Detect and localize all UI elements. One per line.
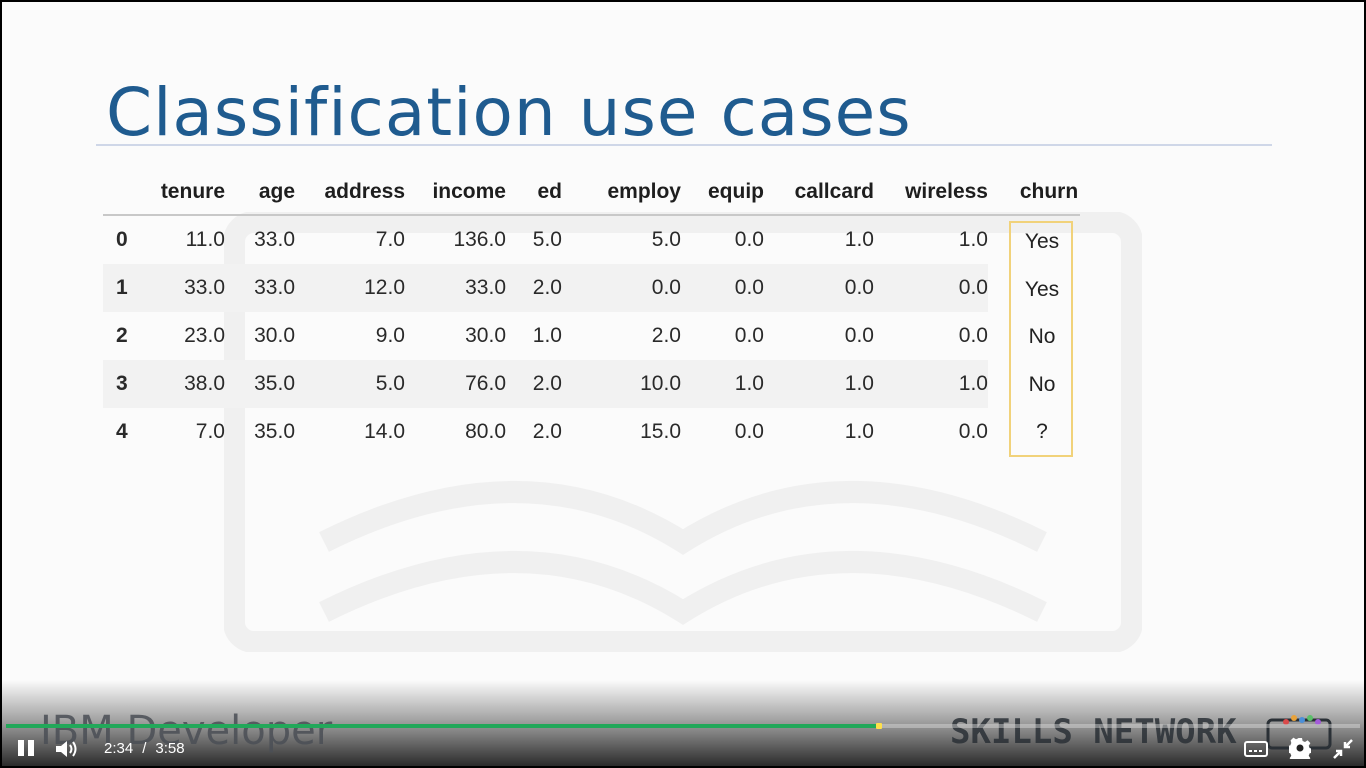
table-cell: 1.0 (874, 360, 988, 408)
churn-value: No (1028, 373, 1056, 396)
column-header: employ (607, 180, 681, 203)
seek-bar[interactable] (6, 723, 1360, 729)
table-cell: 1.0 (958, 228, 988, 251)
table-cell: 33.0 (254, 228, 295, 251)
churn-column-header: churn (1019, 180, 1079, 203)
column-header: income (432, 180, 506, 203)
table-cell: 2.0 (651, 324, 681, 347)
seek-bar-played (6, 724, 880, 728)
table-cell: 0.0 (764, 264, 874, 312)
column-header: equip (708, 180, 764, 203)
table-row: 1 33.0 33.0 12.0 33.0 2.0 0.0 0.0 0.0 0.… (103, 264, 1080, 312)
table-cell: 5.0 (295, 360, 405, 408)
table-cell: 33.0 (145, 264, 225, 312)
volume-icon[interactable] (54, 738, 80, 760)
table-cell: 9.0 (375, 324, 405, 347)
index-header (103, 170, 145, 215)
churn-value: Yes (1024, 230, 1060, 253)
table-cell: 5.0 (532, 228, 562, 251)
table-cell: 2.0 (506, 360, 562, 408)
table-cell: 14.0 (364, 420, 405, 443)
table-cell: 7.0 (195, 420, 225, 443)
row-index: 0 (116, 228, 128, 251)
table-cell: 0.0 (958, 324, 988, 347)
column-header: callcard (794, 180, 874, 203)
table-cell: 0.0 (734, 228, 764, 251)
column-header: age (258, 180, 295, 203)
table-cell: 33.0 (405, 264, 506, 312)
table-cell: 1.0 (681, 360, 764, 408)
skills-network-logo: SKILLS NETWORK (950, 712, 1237, 752)
table-row: 0 11.0 33.0 7.0 136.0 5.0 5.0 0.0 1.0 1.… (103, 215, 1080, 264)
table-cell: 2.0 (506, 264, 562, 312)
table-cell: 136.0 (453, 228, 506, 251)
slide-title: Classification use cases (106, 74, 912, 151)
table-cell: 35.0 (254, 420, 295, 443)
table-cell: 1.0 (764, 360, 874, 408)
current-time: 2:34 (104, 740, 134, 757)
table-cell: 38.0 (145, 360, 225, 408)
table-row: 3 38.0 35.0 5.0 76.0 2.0 10.0 1.0 1.0 1.… (103, 360, 1080, 408)
table-cell: 0.0 (958, 420, 988, 443)
table-cell: 0.0 (734, 324, 764, 347)
table-cell: 30.0 (465, 324, 506, 347)
table-cell: 0.0 (681, 264, 764, 312)
table-cell: 10.0 (562, 360, 681, 408)
churn-value: No (1028, 325, 1056, 348)
table-row: 2 23.0 30.0 9.0 30.0 1.0 2.0 0.0 0.0 0.0 (103, 312, 1080, 360)
time-display: 2:34 / 3:58 (104, 740, 185, 757)
column-header: tenure (160, 180, 225, 203)
seek-handle[interactable] (876, 723, 883, 729)
gear-icon[interactable] (1289, 737, 1311, 759)
table-cell: 30.0 (254, 324, 295, 347)
table-cell: 1.0 (844, 420, 874, 443)
exit-fullscreen-icon[interactable] (1332, 738, 1354, 760)
table-cell: 1.0 (532, 324, 562, 347)
churn-value: Yes (1024, 278, 1060, 301)
table-cell: 23.0 (184, 324, 225, 347)
row-index: 2 (116, 324, 128, 347)
table-cell: 1.0 (844, 228, 874, 251)
churn-highlight-box (1009, 221, 1073, 457)
pause-button[interactable] (16, 740, 36, 758)
table-cell: 33.0 (225, 264, 295, 312)
captions-icon[interactable] (1244, 740, 1268, 758)
row-index: 4 (116, 420, 128, 443)
column-header: wireless (905, 180, 988, 203)
table-cell: 0.0 (844, 324, 874, 347)
table-cell: 2.0 (532, 420, 562, 443)
row-index: 1 (103, 264, 145, 312)
table-cell: 0.0 (734, 420, 764, 443)
table-cell: 7.0 (375, 228, 405, 251)
table-cell: 0.0 (562, 264, 681, 312)
table-cell: 5.0 (651, 228, 681, 251)
data-table: tenure age address income ed employ equi… (103, 170, 1080, 456)
table-row: 4 7.0 35.0 14.0 80.0 2.0 15.0 0.0 1.0 0.… (103, 408, 1080, 456)
table-header-row: tenure age address income ed employ equi… (103, 170, 1080, 215)
table-cell: 0.0 (874, 264, 988, 312)
table-cell: 12.0 (295, 264, 405, 312)
title-divider (96, 144, 1272, 146)
table-cell: 80.0 (465, 420, 506, 443)
table-cell: 11.0 (185, 228, 225, 251)
watermark-book-logo (224, 212, 1142, 652)
header-gap (988, 170, 1018, 215)
ibm-developer-logo: IBM Developer (40, 708, 333, 754)
duration: 3:58 (155, 740, 185, 757)
column-header: ed (537, 180, 562, 203)
time-separator: / (142, 740, 147, 757)
table-cell: 15.0 (640, 420, 681, 443)
table-cell: 76.0 (405, 360, 506, 408)
churn-value: ? (1036, 420, 1048, 443)
table-cell: 35.0 (225, 360, 295, 408)
row-index: 3 (103, 360, 145, 408)
column-header: address (324, 180, 405, 203)
